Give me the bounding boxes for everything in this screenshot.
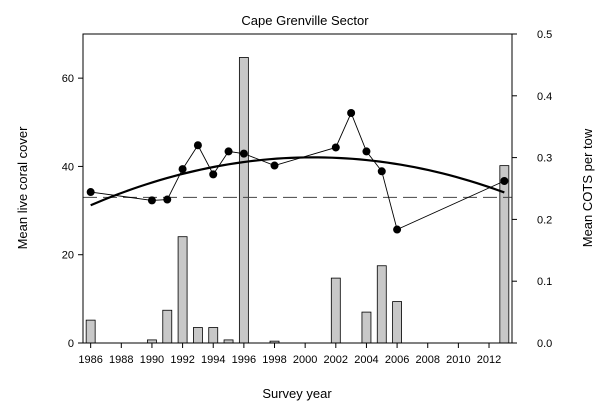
x-tick-label-1996: 1996	[232, 354, 256, 366]
coral-point-1996	[239, 149, 248, 158]
cots-bar-1992	[177, 236, 188, 344]
coral-point-2006	[393, 225, 402, 234]
coral-cover-line	[90, 111, 505, 231]
x-tick-label-2002: 2002	[324, 354, 348, 366]
plot-frame	[82, 33, 513, 344]
y-left-tick-label-60: 60	[62, 73, 74, 85]
cots-bar-1991	[162, 309, 173, 344]
trend-curve	[90, 156, 505, 207]
x-tick-label-2010: 2010	[446, 354, 470, 366]
x-tick-label-1990: 1990	[140, 354, 164, 366]
y-right-tick-label-0.3: 0.3	[537, 153, 552, 165]
coral-point-2013	[500, 176, 509, 185]
coral-point-1992	[178, 165, 187, 174]
coral-point-1993	[193, 141, 202, 150]
x-tick-label-1994: 1994	[201, 354, 225, 366]
y-axis-label-left: Mean live coral cover	[15, 126, 30, 249]
cots-bar-2004	[361, 311, 372, 344]
coral-point-2002	[331, 143, 340, 152]
y-axis-label-right: Mean COTS per tow	[580, 128, 595, 247]
cots-bar-2002	[330, 277, 341, 344]
y-left-tick-label-0: 0	[68, 338, 74, 350]
coral-series	[83, 109, 512, 234]
cots-bar-2006	[392, 301, 402, 344]
x-axis-label: Survey year	[262, 386, 332, 401]
y-right-tick-label-0.2: 0.2	[537, 214, 552, 226]
axes: 1986 1988 1990 1992 1994 1996 1998 2000 2002 2004…	[62, 29, 553, 366]
y-right-tick-label-0.0: 0.0	[537, 338, 552, 350]
coral-point-1991	[163, 195, 172, 204]
coral-point-1986	[86, 188, 95, 197]
cots-bar-2005	[376, 265, 387, 344]
cots-bar-1996	[238, 57, 249, 344]
y-left-tick-label-40: 40	[62, 161, 74, 173]
x-tick-label-1992: 1992	[170, 354, 194, 366]
x-tick-label-2008: 2008	[415, 354, 439, 366]
coral-point-1998	[270, 161, 279, 170]
coral-point-1990	[147, 196, 156, 205]
chart-title: Cape Grenville Sector	[241, 13, 369, 28]
y-right-tick-label-0.1: 0.1	[537, 276, 552, 288]
x-tick-label-1986: 1986	[78, 354, 102, 366]
coral-point-2004	[362, 147, 371, 156]
cots-bars	[85, 57, 510, 344]
x-tick-label-2006: 2006	[385, 354, 409, 366]
x-tick-label-2000: 2000	[293, 354, 317, 366]
coral-point-2005	[377, 167, 386, 176]
x-tick-label-1988: 1988	[109, 354, 133, 366]
coral-point-2003	[347, 109, 356, 118]
x-tick-label-1998: 1998	[262, 354, 286, 366]
cots-bar-1993	[193, 327, 203, 344]
x-tick-label-2004: 2004	[354, 354, 378, 366]
x-tick-label-2012: 2012	[477, 354, 501, 366]
y-right-tick-label-0.4: 0.4	[537, 91, 552, 103]
y-left-tick-label-20: 20	[62, 250, 74, 262]
coral-point-1995	[224, 147, 233, 156]
coral-point-1994	[209, 170, 218, 179]
cots-bar-1994	[208, 327, 219, 344]
y-right-tick-label-0.5: 0.5	[537, 29, 552, 41]
cots-bar-1986	[85, 319, 96, 344]
